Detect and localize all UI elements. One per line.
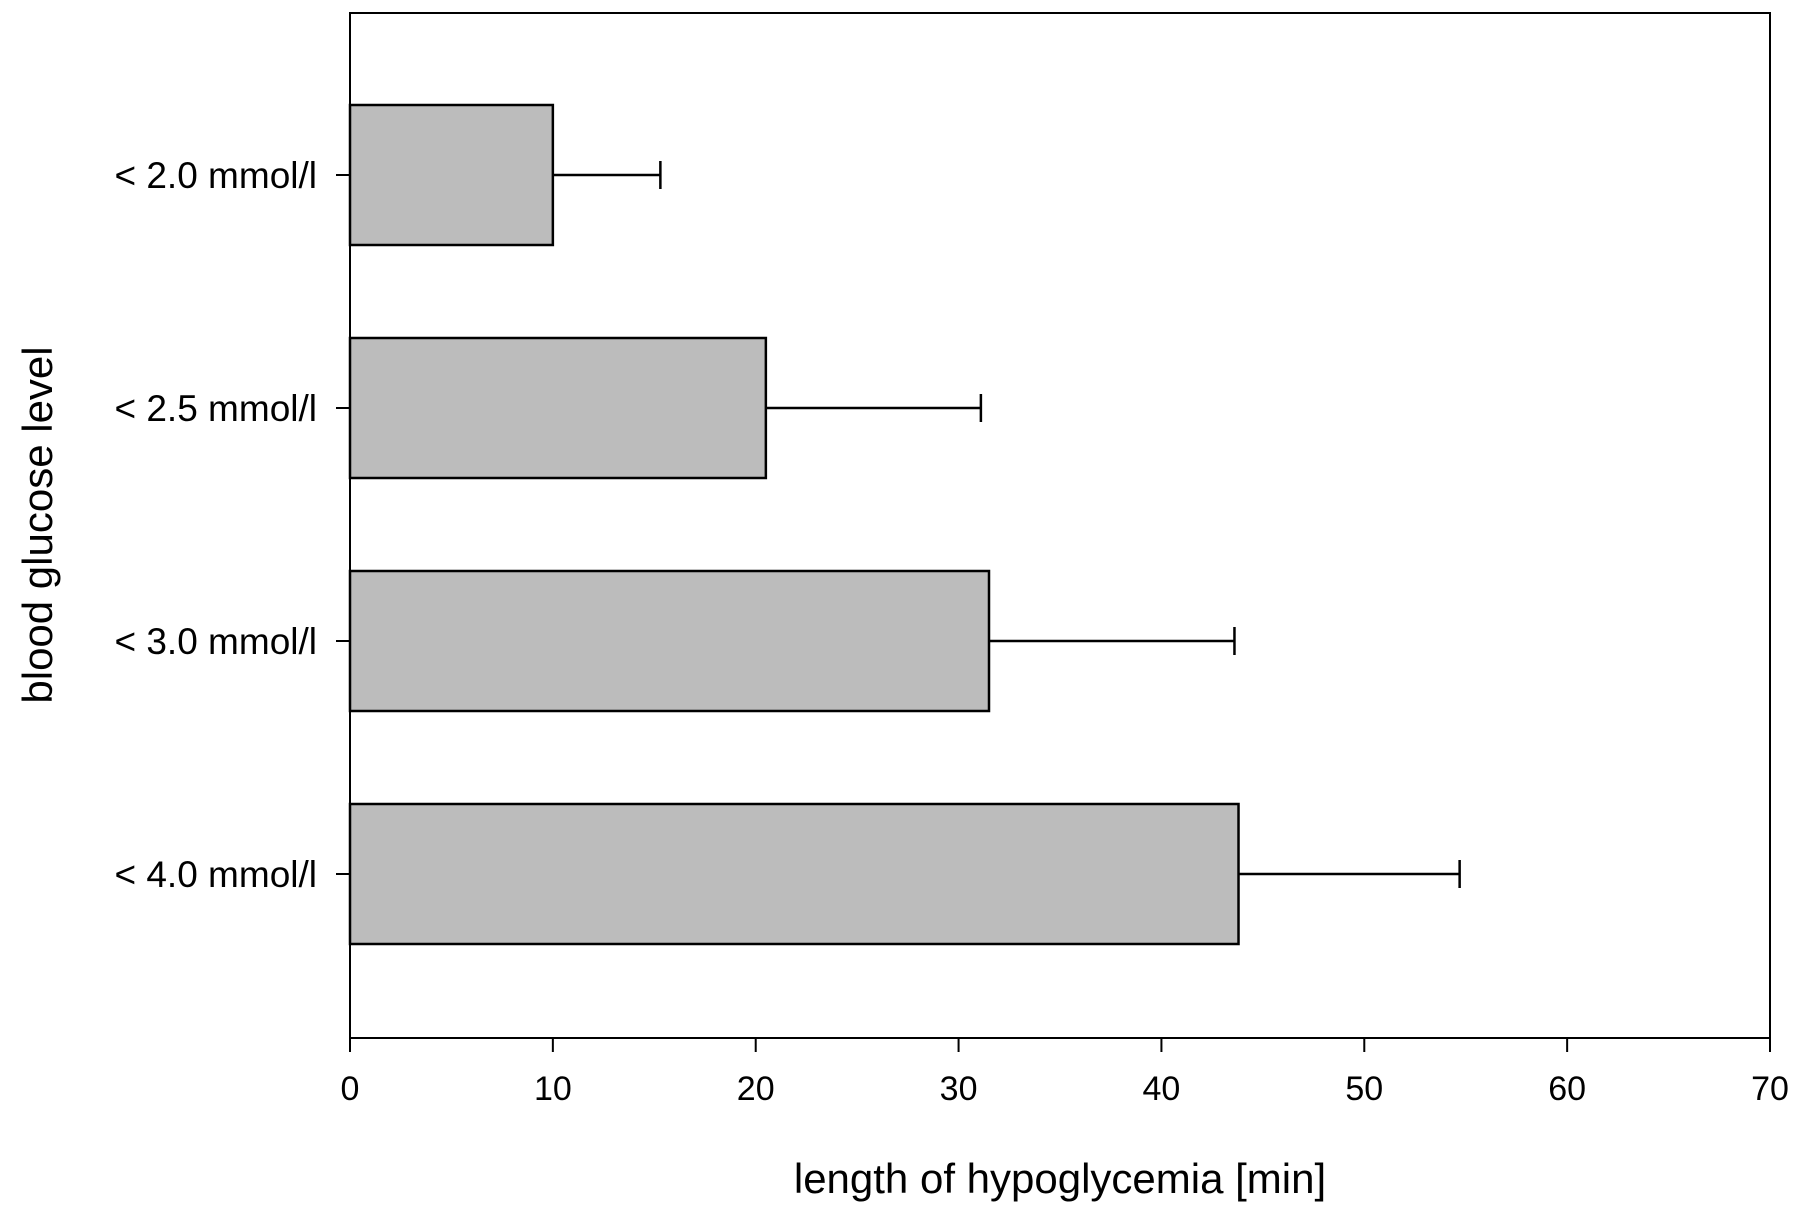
y-tick-label: < 3.0 mmol/l — [114, 621, 317, 662]
bar — [348, 103, 555, 247]
bar — [348, 336, 768, 480]
x-tick-label: 40 — [1143, 1070, 1181, 1108]
x-tick-label: 50 — [1345, 1070, 1383, 1108]
bars-layer — [348, 103, 1240, 946]
x-tick-label: 60 — [1548, 1070, 1586, 1108]
y-tick-label: < 4.0 mmol/l — [114, 854, 317, 895]
x-tick-label: 70 — [1751, 1070, 1789, 1108]
x-axis: 0 10 20 30 40 50 60 70 — [341, 1038, 1789, 1108]
y-tick-label: < 2.5 mmol/l — [114, 388, 317, 429]
plot-frame — [349, 12, 1771, 1039]
y-axis: < 2.0 mmol/l < 2.5 mmol/l < 3.0 mmol/l < 4.… — [114, 155, 350, 895]
y-axis-title: blood glucose level — [14, 346, 61, 703]
x-tick-label: 30 — [940, 1070, 978, 1108]
x-axis-title: length of hypoglycemia [min] — [794, 1155, 1326, 1202]
bar — [348, 802, 1240, 946]
bar — [348, 569, 991, 713]
y-tick-label: < 2.0 mmol/l — [114, 155, 317, 196]
x-tick-label: 10 — [534, 1070, 572, 1108]
x-tick-label: 20 — [737, 1070, 775, 1108]
x-tick-label: 0 — [341, 1070, 360, 1108]
error-bars-layer — [552, 161, 1461, 888]
